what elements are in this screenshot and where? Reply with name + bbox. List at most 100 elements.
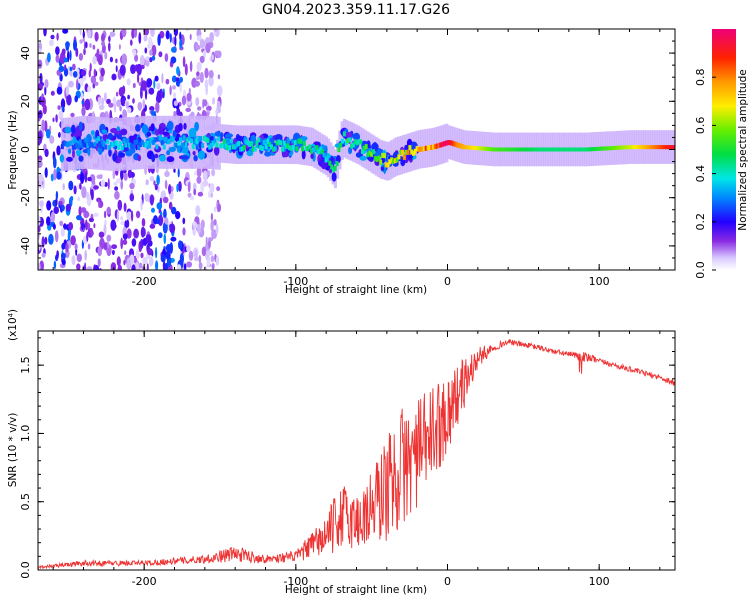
spectrogram-ridge-cell [162,144,166,150]
spectrogram-noise-cell [154,75,159,82]
spectrogram-ridge-cell [373,156,377,161]
spectrogram-noise-cell [119,105,122,112]
spectrogram-ridge-cell [301,146,304,152]
snr-series-line [38,338,675,570]
spectrogram-noise-cell [76,214,82,221]
spectrogram-ridge-blob [181,155,190,160]
spectrogram-noise-cell [38,243,42,254]
spectrogram-noise-cell [108,102,114,108]
x-tick-label: 100 [589,275,610,288]
spectrogram-noise-cell [195,45,201,50]
spectrogram-noise-cell [138,32,142,44]
spectrogram-noise-cell [194,249,198,260]
spectrogram-ridge-cell [88,140,91,146]
spectrogram-noise-cell [58,132,61,138]
spectrogram-noise-cell [200,219,205,230]
spectrogram-ridge-cell [432,144,435,150]
spectrogram-noise-cell [140,198,143,211]
spectrogram-ridge-cell [544,147,548,152]
spectrogram-ridge-cell [402,154,406,160]
spectrogram-noise-cell [56,145,61,156]
spectrogram-ridge-cell [417,147,421,152]
spectrogram-noise-cell [216,186,221,192]
spectrogram-noise-cell [144,88,148,100]
spectrogram-ridge-cell [639,145,643,150]
spectrogram-ridge-cell [331,167,335,173]
spectrogram-ridge-blob [150,123,155,132]
spectrogram-noise-cell [156,174,160,186]
spectrogram-ridge-cell [628,145,632,150]
spectrogram-noise-cell [106,98,111,105]
spectrogram-band-cell [170,115,174,169]
spectrogram-ridge-blob [73,129,82,139]
spectrogram-ridge-blob [128,135,136,145]
spectrogram-noise-cell [39,72,43,85]
spectrogram-ridge-cell [255,140,259,146]
spectrogram-ridge-cell [66,142,70,148]
spectrogram-ridge-cell [564,147,568,152]
spectrogram-noise-cell [211,168,216,177]
spectrogram-noise-cell [148,36,153,49]
spectrogram-ridge-cell [297,138,301,144]
spectrogram-ridge-cell [390,157,394,163]
spectrogram-ridge-blob [301,149,306,160]
spectrogram-ridge-cell [115,140,119,146]
spectrogram-noise-cell [171,206,177,215]
spectrogram-noise-cell [185,29,190,32]
spectrogram-ridge-cell [415,146,419,152]
spectrogram-heatmap [38,29,675,270]
spectrogram-noise-cell [178,240,182,250]
spectrogram-noise-cell [65,203,72,212]
spectrogram-noise-cell [101,40,105,47]
spectrogram-noise-cell [63,57,68,63]
spectrogram-ridge-cell [652,145,656,150]
spectrogram-ridge-cell [333,166,337,171]
spectrogram-noise-cell [132,49,137,56]
spectrogram-ridge-cell [219,143,223,149]
spectrogram-ridge-cell [543,147,546,152]
spectrogram-ridge-cell [663,145,667,150]
spectrogram-ridge-blob [166,150,171,156]
spectrogram-noise-cell [176,264,182,270]
spectrogram-noise-cell [215,223,219,235]
spectrogram-noise-cell [170,56,177,64]
spectrogram-ridge-cell [519,147,523,152]
spectrogram-ridge-cell [351,142,355,148]
spectrogram-ridge-cell [459,143,463,149]
spectrogram-ridge-blob [59,154,65,163]
spectrogram-noise-cell [119,64,126,76]
spectrogram-ridge-cell [129,143,133,149]
spectrogram-noise-cell [202,170,208,183]
colorbar-tick-label: 0.6 [694,117,707,134]
spectrogram-noise-cell [130,64,136,74]
spectrogram-ridge-cell [306,145,310,151]
spectrogram-band-cell [174,115,178,169]
spectrogram-ridge-cell [99,143,102,149]
spectrogram-ridge-cell [473,146,477,150]
spectrogram-noise-cell [210,212,213,222]
spectrogram-ridge-cell [665,145,668,150]
spectrogram-ridge-cell [501,147,505,152]
spectrogram-noise-cell [158,232,163,239]
spectrogram-ridge-cell [89,141,93,147]
spectrogram-ridge-blob [87,146,91,156]
colorbar-ticks: 0.0 0.2 0.4 0.6 0.8 [694,68,716,279]
spectrogram-noise-cell [173,100,179,107]
spectrogram-ridge-cell [68,141,71,147]
spectrogram-noise-cell [81,106,86,117]
spectrogram-noise-cell [151,55,156,61]
spectrogram-ridge-cell [479,146,483,151]
spectrogram-noise-cell [169,33,172,43]
spectrogram-ridge-cell [481,146,485,151]
spectrogram-noise-cell [80,172,85,185]
spectrogram-noise-cell [98,199,101,209]
spectrogram-ridge-cell [555,147,559,152]
spectrogram-ridge-cell [250,141,253,147]
spectrogram-ridge-cell [73,138,77,144]
spectrogram-noise-cell [134,262,140,270]
spectrogram-noise-cell [127,169,133,179]
spectrogram-noise-cell [87,85,92,93]
snr-y-multiplier: (x10⁴) [7,309,19,341]
spectrogram-ridge-blob [166,156,175,163]
spectrogram-ridge-cell [235,142,239,148]
